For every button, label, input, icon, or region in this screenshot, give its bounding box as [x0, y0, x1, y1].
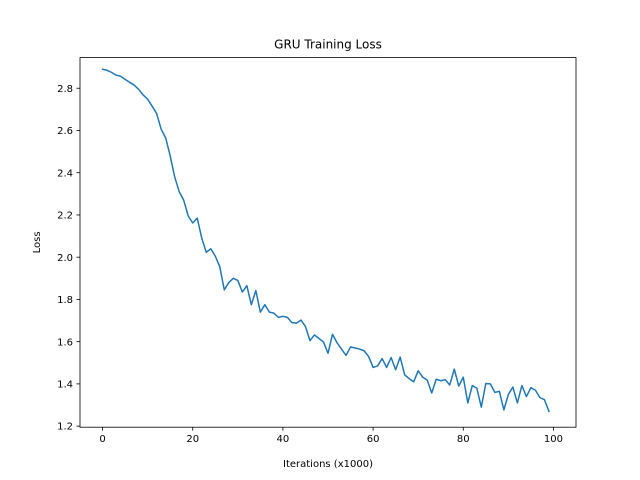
loss-series-line	[101, 68, 550, 413]
y-tick-label: 1.6	[57, 337, 73, 348]
y-tick-label: 2.8	[57, 84, 73, 95]
axis-ticks: 0 20 40 60 80 100 1.2 1.4 1.6 1.8 2.0 2.2 2.4 2.6 2.8	[57, 84, 563, 445]
chart-title: GRU Training Loss	[274, 38, 382, 52]
y-tick-label: 1.8	[57, 295, 73, 306]
x-tick-label: 20	[186, 434, 199, 445]
y-tick-label: 1.4	[57, 380, 73, 391]
y-tick-label: 2.6	[57, 126, 73, 137]
x-axis-label: Iterations (x1000)	[283, 459, 373, 470]
y-tick-label: 2.2	[57, 211, 73, 222]
y-tick-label: 2.4	[57, 168, 73, 179]
x-tick-label: 0	[99, 434, 105, 445]
y-tick-label: 1.2	[57, 422, 73, 433]
plot-area-frame	[79, 57, 577, 428]
x-tick-label: 40	[277, 434, 290, 445]
x-tick-label: 100	[544, 434, 563, 445]
x-tick-label: 60	[367, 434, 380, 445]
x-tick-label: 80	[457, 434, 470, 445]
y-axis-label: Loss	[32, 231, 43, 253]
y-tick-label: 2.0	[57, 253, 73, 264]
